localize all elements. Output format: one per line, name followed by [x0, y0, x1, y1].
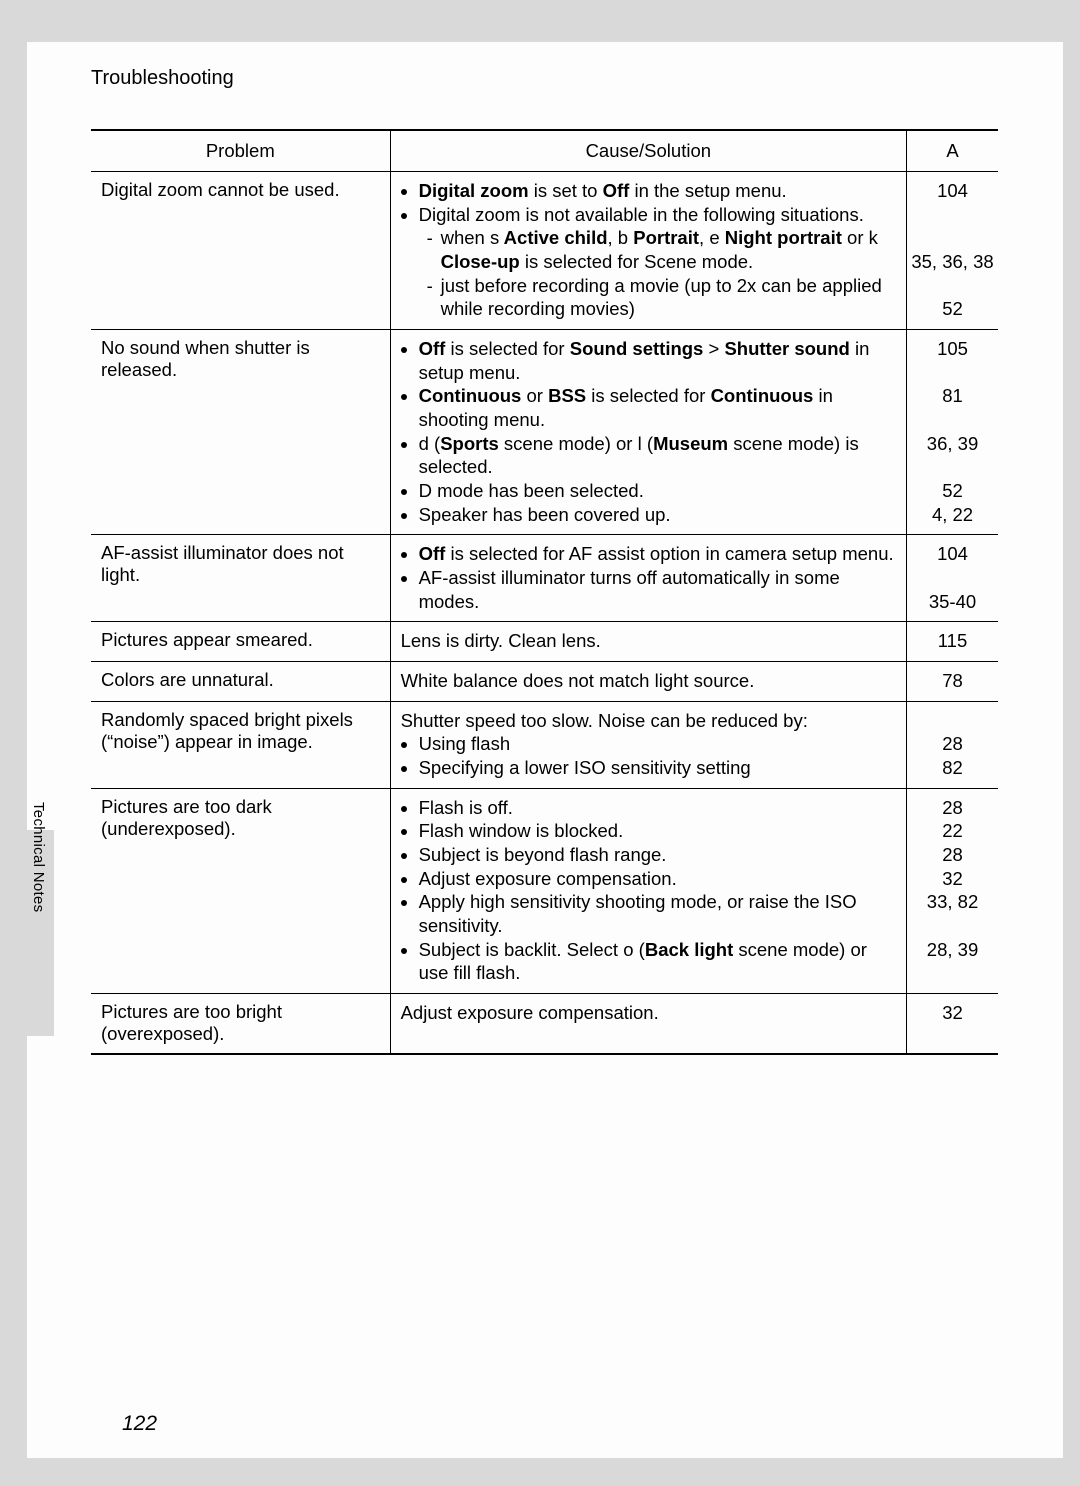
page-cell: 105 81 36, 39 52 4, 22 — [907, 330, 998, 535]
page-cell: 32 — [907, 994, 998, 1055]
cause-subitem: when s Active child, b Portrait, e Night… — [441, 226, 900, 273]
cause-subitem: just before recording a movie (up to 2x … — [441, 274, 900, 321]
sports-icon: d — [419, 433, 429, 454]
table-header-row: Problem Cause/Solution A — [91, 130, 998, 172]
cause-cell: Digital zoom is set to Off in the setup … — [390, 172, 906, 330]
cause-item: Subject is backlit. Select o (Back light… — [419, 938, 900, 985]
cause-item: Digital zoom is set to Off in the setup … — [419, 179, 900, 203]
problem-cell: Pictures appear smeared. — [91, 622, 390, 662]
table-row: AF-assist illuminator does not light. Of… — [91, 535, 998, 622]
cause-item: Off is selected for AF assist option in … — [419, 542, 900, 566]
table-row: Pictures are too dark (underexposed). Fl… — [91, 788, 998, 993]
cause-item: Digital zoom is not available in the fol… — [419, 203, 900, 321]
night-portrait-icon: e — [709, 227, 719, 248]
cause-item: Using flash — [419, 732, 900, 756]
cause-item: Speaker has been covered up. — [419, 503, 900, 527]
problem-cell: AF-assist illuminator does not light. — [91, 535, 390, 622]
cause-cell: Shutter speed too slow. Noise can be red… — [390, 701, 906, 788]
cause-item: Specifying a lower ISO sensitivity setti… — [419, 756, 900, 780]
sidebar-label: Technical Notes — [30, 802, 47, 912]
column-header-problem: Problem — [91, 130, 390, 172]
table-row: Pictures appear smeared. Lens is dirty. … — [91, 622, 998, 662]
portrait-icon: b — [618, 227, 628, 248]
active-child-icon: s — [490, 227, 499, 248]
problem-cell: Randomly spaced bright pixels (“noise”) … — [91, 701, 390, 788]
table-row: Randomly spaced bright pixels (“noise”) … — [91, 701, 998, 788]
page-cell: 115 — [907, 622, 998, 662]
table-row: Pictures are too bright (overexposed). A… — [91, 994, 998, 1055]
page-cell: 104 35, 36, 38 52 — [907, 172, 998, 330]
cause-item: Apply high sensitivity shooting mode, or… — [419, 890, 900, 937]
backlight-icon: o — [623, 939, 633, 960]
cause-cell: Flash is off. Flash window is blocked. S… — [390, 788, 906, 993]
cause-item: D mode has been selected. — [419, 479, 900, 503]
movie-icon: D — [419, 480, 432, 501]
table-row: No sound when shutter is released. Off i… — [91, 330, 998, 535]
problem-cell: Digital zoom cannot be used. — [91, 172, 390, 330]
problem-cell: Pictures are too bright (overexposed). — [91, 994, 390, 1055]
cause-cell: White balance does not match light sourc… — [390, 662, 906, 702]
page-cell: 28 22 28 32 33, 82 28, 39 — [907, 788, 998, 993]
cause-cell: Lens is dirty. Clean lens. — [390, 622, 906, 662]
manual-page: Troubleshooting Problem Cause/Solution A… — [27, 42, 1063, 1458]
section-title: Troubleshooting — [91, 67, 234, 90]
problem-cell: Colors are unnatural. — [91, 662, 390, 702]
cause-cell: Off is selected for AF assist option in … — [390, 535, 906, 622]
column-header-cause: Cause/Solution — [390, 130, 906, 172]
cause-item: Flash window is blocked. — [419, 819, 900, 843]
cause-cell: Off is selected for Sound settings > Shu… — [390, 330, 906, 535]
cause-item: Adjust exposure compensation. — [419, 867, 900, 891]
page-number: 122 — [122, 1412, 157, 1436]
troubleshooting-table: Problem Cause/Solution A Digital zoom ca… — [91, 129, 998, 1055]
problem-cell: Pictures are too dark (underexposed). — [91, 788, 390, 993]
table-row: Colors are unnatural. White balance does… — [91, 662, 998, 702]
column-header-page: A — [907, 130, 998, 172]
cause-cell: Adjust exposure compensation. — [390, 994, 906, 1055]
cause-item: AF-assist illuminator turns off automati… — [419, 566, 900, 613]
cause-item: Off is selected for Sound settings > Shu… — [419, 337, 900, 384]
cause-item: d (Sports scene mode) or l (Museum scene… — [419, 432, 900, 479]
cause-item: Continuous or BSS is selected for Contin… — [419, 384, 900, 431]
table-row: Digital zoom cannot be used. Digital zoo… — [91, 172, 998, 330]
cause-item: Flash is off. — [419, 796, 900, 820]
page-cell: 104 35-40 — [907, 535, 998, 622]
cause-item: Subject is beyond flash range. — [419, 843, 900, 867]
page-cell: 78 — [907, 662, 998, 702]
page-cell: 28 82 — [907, 701, 998, 788]
closeup-icon: k — [869, 227, 878, 248]
problem-cell: No sound when shutter is released. — [91, 330, 390, 535]
